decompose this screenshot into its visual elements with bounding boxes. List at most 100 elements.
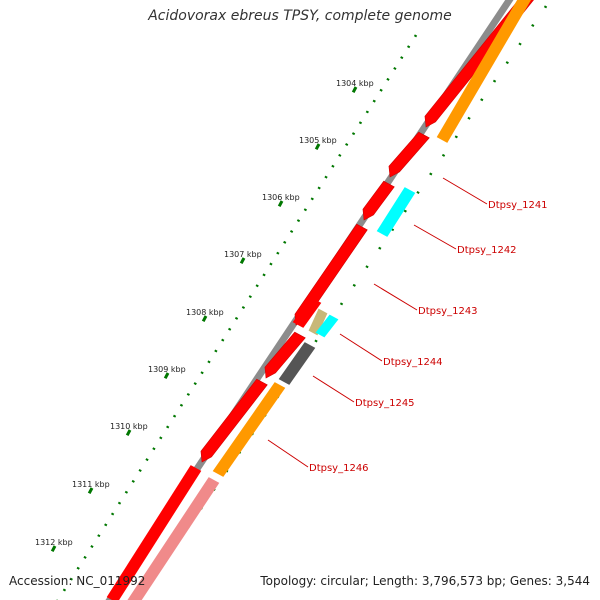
gene-feature	[376, 187, 416, 237]
scale-minor-tick	[296, 219, 301, 223]
scale-minor-tick	[166, 425, 170, 429]
gene-leader-line	[373, 283, 418, 311]
scale-minor-tick	[221, 338, 225, 342]
gene-feature	[388, 131, 430, 178]
gene-label: Dtpsy_1242	[457, 245, 517, 256]
accession-text: Accession: NC_011992	[9, 574, 146, 588]
gene-feature	[436, 0, 532, 143]
gene-leader-line	[442, 177, 488, 205]
genome-title: Acidovorax ebreus TPSY, complete genome	[148, 8, 452, 24]
inner-tick	[416, 191, 420, 195]
scale-major-tick	[201, 315, 208, 322]
scale-minor-tick	[62, 588, 67, 592]
gene-feature	[292, 297, 322, 328]
scale-minor-tick	[248, 295, 252, 299]
scale-minor-tick	[386, 77, 390, 81]
scale-minor-tick	[400, 56, 404, 60]
gene-feature	[200, 378, 268, 463]
scale-minor-tick	[283, 240, 287, 244]
scale-tick-label: 1305 kbp	[299, 136, 337, 145]
scale-minor-tick	[124, 490, 128, 494]
scale-minor-tick	[138, 469, 142, 472]
gene-label: Dtpsy_1243	[418, 306, 478, 317]
scale-minor-tick	[379, 88, 383, 92]
scale-minor-tick	[83, 555, 87, 559]
scale-minor-tick	[234, 316, 239, 320]
gene-label: Dtpsy_1246	[309, 463, 369, 474]
scale-ruler: 1304 kbp 1305 kbp 1306 kbp 1307 kbp 1308 kbp…	[35, 5, 548, 600]
scale-minor-tick	[407, 45, 411, 49]
scale-minor-tick	[255, 284, 259, 288]
scale-minor-tick	[372, 99, 376, 103]
scale-tick-label: 1307 kbp	[224, 250, 262, 259]
inner-tick	[518, 42, 522, 46]
inner-tick	[352, 283, 356, 287]
scale-minor-tick	[152, 447, 156, 451]
gene-label: Dtpsy_1241	[488, 200, 548, 211]
gene-label: Dtpsy_1245	[355, 398, 415, 409]
scale-minor-tick	[262, 273, 266, 277]
inner-tick	[429, 172, 433, 176]
inner-tick	[467, 116, 471, 120]
scale-tick-label: 1310 kbp	[110, 422, 148, 431]
scale-minor-tick	[338, 153, 342, 157]
gene-feature	[362, 180, 395, 221]
inner-tick	[454, 135, 458, 139]
inner-tick	[492, 79, 497, 83]
scale-minor-tick	[413, 34, 418, 38]
scale-minor-tick	[104, 523, 108, 527]
scale-minor-tick	[207, 360, 211, 364]
scale-tick-label: 1312 kbp	[35, 538, 73, 547]
scale-minor-tick	[289, 229, 294, 233]
scale-minor-tick	[159, 436, 163, 440]
scale-minor-tick	[269, 262, 273, 266]
scale-minor-tick	[324, 175, 328, 179]
inner-tick	[441, 153, 446, 157]
inner-tick	[365, 265, 369, 269]
scale-minor-tick	[317, 186, 321, 190]
scale-major-tick	[163, 372, 170, 379]
inner-tick	[403, 209, 407, 213]
inner-tick	[543, 5, 548, 9]
scale-minor-tick	[331, 164, 335, 168]
gene-feature	[308, 308, 328, 336]
scale-minor-tick	[117, 501, 122, 505]
scale-minor-tick	[110, 512, 115, 516]
gene-feature	[264, 331, 306, 379]
scale-minor-tick	[172, 414, 177, 418]
scale-minor-tick	[365, 110, 369, 114]
gene-feature	[106, 465, 202, 600]
gene-feature	[127, 477, 220, 600]
gene-leader-line	[267, 439, 309, 468]
scale-tick-label: 1308 kbp	[186, 308, 224, 317]
scale-minor-tick	[145, 458, 149, 462]
scale-major-tick	[351, 86, 358, 93]
scale-minor-tick	[76, 566, 80, 570]
topology-summary: Topology: circular; Length: 3,796,573 bp…	[260, 574, 590, 588]
gene-feature	[212, 382, 286, 477]
gene-feature	[278, 342, 316, 385]
scale-minor-tick	[200, 371, 204, 375]
scale-minor-tick	[228, 327, 232, 331]
scale-minor-tick	[131, 479, 135, 483]
scale-minor-tick	[358, 121, 363, 125]
scale-tick-label: 1309 kbp	[148, 365, 186, 374]
scale-tick-label: 1304 kbp	[336, 79, 374, 88]
scale-major-tick	[50, 545, 57, 552]
gene-labels: Dtpsy_1241 Dtpsy_1242 Dtpsy_1243 Dtpsy_1244…	[267, 177, 548, 474]
scale-major-tick	[314, 143, 321, 150]
scale-minor-tick	[90, 545, 94, 549]
inner-tick	[531, 23, 535, 27]
scale-minor-tick	[393, 66, 397, 70]
feature-tracks	[105, 0, 534, 600]
scale-major-tick	[87, 487, 94, 494]
scale-minor-tick	[303, 208, 307, 212]
scale-minor-tick	[214, 349, 218, 353]
scale-minor-tick	[186, 392, 190, 396]
gene-leader-line	[339, 333, 383, 362]
scale-tick-label: 1311 kbp	[72, 480, 110, 489]
inner-tick	[314, 339, 318, 343]
scale-minor-tick	[276, 251, 280, 255]
